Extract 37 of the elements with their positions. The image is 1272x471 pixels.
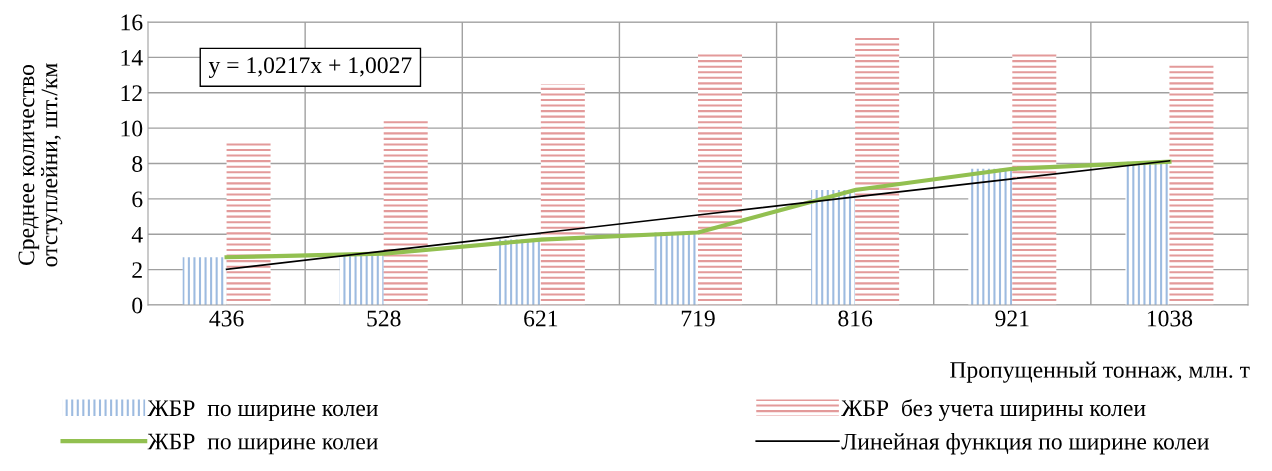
bar [339,253,384,305]
x-tick-label: 621 [524,310,558,327]
bar [1125,161,1170,305]
annotation: y = 1,0217x + 1,0027 [208,57,412,79]
bar [182,257,227,305]
y-tick-label: 16 [121,14,143,31]
legend-label: ЖБР по ширине колеи [147,400,378,421]
y-tick-label: 4 [131,226,143,243]
y-tick-label: 6 [132,191,143,208]
bar [855,37,900,305]
bar [1169,64,1214,305]
x-tick-label: 436 [209,310,244,327]
x-tick-label: 816 [838,310,873,327]
bar [383,121,428,305]
y-tick-label: 2 [132,262,142,278]
y-tick-label: 0 [132,297,143,314]
x-axis-title: Пропущенный тоннаж, млн. т [950,361,1250,383]
bar [654,232,698,305]
x-tick-label: 1038 [1147,310,1193,327]
legend-label: ЖБР без учета ширины колеи [841,399,1146,422]
x-tick-label: 528 [367,310,401,327]
bar [226,142,271,305]
y-tick-label: 12 [121,85,142,101]
y-axis-title: Среднее количество отступлейни, шт./км [18,63,63,267]
legend-label: ЖБР по ширине колеи [147,433,378,455]
y-tick-label: 8 [132,155,143,172]
bar [968,168,1013,305]
y-tick-label: 14 [121,49,143,66]
bar [1012,52,1057,305]
bar [540,83,585,305]
bar [496,239,541,305]
legend-label: Линейная функция по ширине колеи [841,432,1209,455]
x-tick-label: 921 [995,310,1029,327]
bar [811,190,856,305]
y-tick-label: 10 [121,120,143,137]
bar [698,53,742,305]
x-tick-label: 719 [681,310,715,327]
